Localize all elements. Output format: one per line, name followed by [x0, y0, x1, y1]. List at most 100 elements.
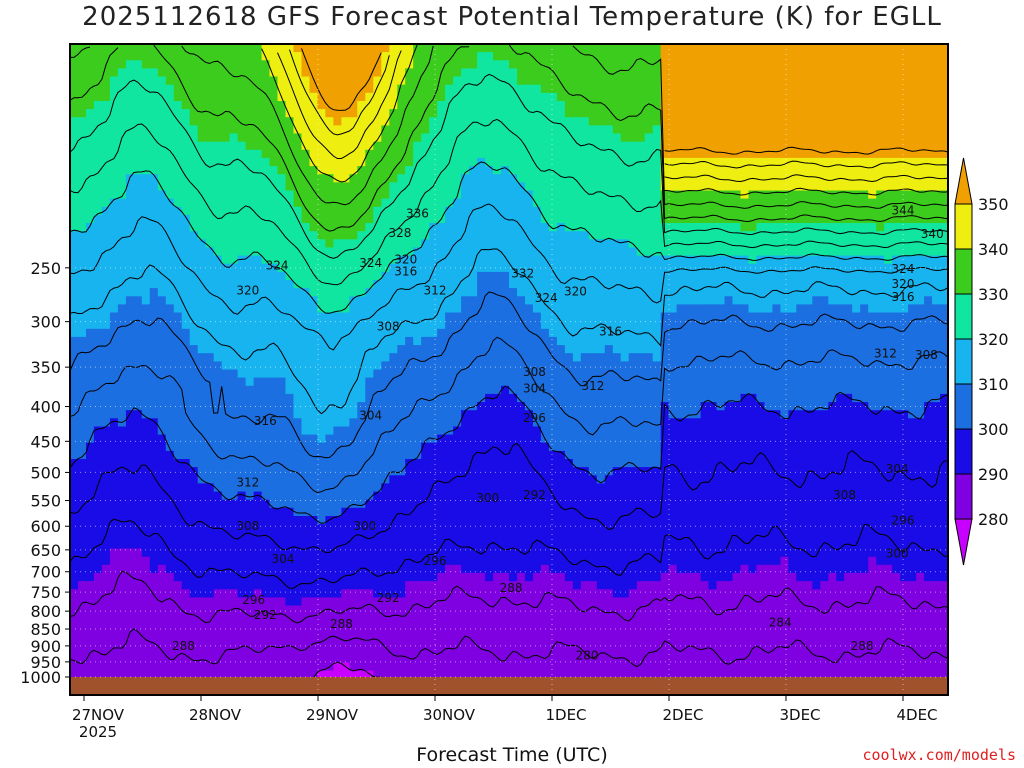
- heatmap-cell: [109, 190, 119, 200]
- heatmap-cell: [532, 369, 542, 379]
- heatmap-cell: [197, 361, 207, 371]
- heatmap-cell: [405, 629, 414, 639]
- heatmap-cell: [397, 499, 406, 509]
- heatmap-cell: [237, 377, 247, 387]
- heatmap-cell: [149, 507, 159, 517]
- heatmap-cell: [317, 450, 326, 460]
- heatmap-cell: [405, 247, 414, 257]
- heatmap-cell: [405, 174, 414, 183]
- heatmap-cell: [373, 589, 382, 598]
- heatmap-cell: [493, 426, 502, 436]
- heatmap-cell: [341, 556, 350, 566]
- heatmap-cell: [381, 214, 390, 224]
- heatmap-cell: [125, 353, 135, 362]
- heatmap-cell: [517, 60, 526, 69]
- heatmap-cell: [532, 581, 542, 590]
- heatmap-cell: [205, 296, 215, 305]
- heatmap-cell: [556, 654, 566, 663]
- heatmap-cell: [173, 564, 183, 574]
- heatmap-cell: [421, 288, 430, 297]
- heatmap-cell: [381, 255, 390, 265]
- heatmap-cell: [229, 133, 239, 143]
- heatmap-cell: [317, 84, 326, 94]
- heatmap-cell: [229, 605, 239, 615]
- heatmap-cell: [325, 369, 334, 379]
- heatmap-cell: [532, 92, 542, 102]
- heatmap-cell: [397, 182, 406, 191]
- heatmap-cell: [405, 239, 414, 248]
- heatmap-cell: [437, 418, 446, 427]
- heatmap-cell: [117, 629, 127, 639]
- heatmap-cell: [269, 280, 279, 289]
- heatmap-cell: [253, 377, 263, 387]
- heatmap-cell: [149, 475, 159, 484]
- heatmap-cell: [461, 206, 470, 216]
- heatmap-cell: [117, 247, 127, 257]
- heatmap-cell: [141, 141, 151, 151]
- heatmap-cell: [253, 629, 263, 639]
- heatmap-cell: [78, 377, 87, 387]
- heatmap-cell: [349, 564, 358, 574]
- heatmap-cell: [173, 670, 183, 680]
- heatmap-cell: [485, 499, 494, 509]
- heatmap-cell: [532, 646, 542, 655]
- heatmap-cell: [293, 638, 303, 647]
- heatmap-cell: [277, 198, 287, 208]
- heatmap-cell: [469, 239, 478, 248]
- heatmap-cell: [509, 68, 518, 78]
- heatmap-cell: [349, 556, 358, 566]
- heatmap-cell: [301, 638, 311, 647]
- heatmap-cell: [253, 336, 263, 346]
- heatmap-cell: [70, 597, 79, 607]
- heatmap-cell: [101, 288, 111, 297]
- heatmap-cell: [389, 540, 398, 550]
- heatmap-cell: [365, 605, 374, 615]
- heatmap-cell: [532, 353, 542, 362]
- heatmap-cell: [125, 157, 135, 167]
- heatmap-cell: [373, 564, 382, 574]
- heatmap-cell: [532, 638, 542, 647]
- heatmap-cell: [341, 271, 350, 281]
- heatmap-cell: [213, 255, 223, 265]
- heatmap-cell: [78, 524, 87, 533]
- heatmap-cell: [245, 76, 255, 86]
- heatmap-cell: [365, 410, 374, 419]
- heatmap-cell: [429, 516, 438, 525]
- heatmap-cell: [157, 475, 167, 484]
- heatmap-cell: [78, 532, 87, 541]
- heatmap-cell: [277, 581, 287, 590]
- heatmap-cell: [157, 223, 167, 232]
- heatmap-cell: [437, 361, 446, 371]
- heatmap-cell: [109, 393, 119, 403]
- heatmap-cell: [493, 263, 502, 273]
- heatmap-cell: [309, 629, 319, 639]
- heatmap-cell: [525, 540, 534, 550]
- heatmap-cell: [325, 638, 334, 647]
- heatmap-cell: [317, 206, 326, 216]
- heatmap-cell: [540, 499, 550, 509]
- heatmap-cell: [517, 499, 526, 509]
- heatmap-cell: [333, 223, 342, 232]
- heatmap-cell: [485, 564, 494, 574]
- heatmap-cell: [93, 296, 103, 305]
- heatmap-cell: [325, 206, 334, 216]
- heatmap-cell: [293, 320, 303, 330]
- chart-title: 2025112618 GFS Forecast Potential Temper…: [82, 2, 942, 32]
- heatmap-cell: [221, 166, 231, 175]
- heatmap-cell: [517, 450, 526, 460]
- heatmap-cell: [93, 483, 103, 493]
- heatmap-cell: [461, 101, 470, 110]
- heatmap-cell: [141, 410, 151, 419]
- heatmap-cell: [540, 556, 550, 566]
- heatmap-cell: [261, 459, 271, 468]
- heatmap-cell: [269, 450, 279, 460]
- heatmap-cell: [389, 157, 398, 167]
- heatmap-cell: [78, 361, 87, 371]
- heatmap-cell: [333, 109, 342, 118]
- heatmap-cell: [277, 564, 287, 574]
- heatmap-cell: [397, 434, 406, 444]
- heatmap-cell: [389, 613, 398, 623]
- heatmap-cell: [437, 434, 446, 444]
- heatmap-cell: [221, 182, 231, 191]
- heatmap-cell: [189, 320, 199, 330]
